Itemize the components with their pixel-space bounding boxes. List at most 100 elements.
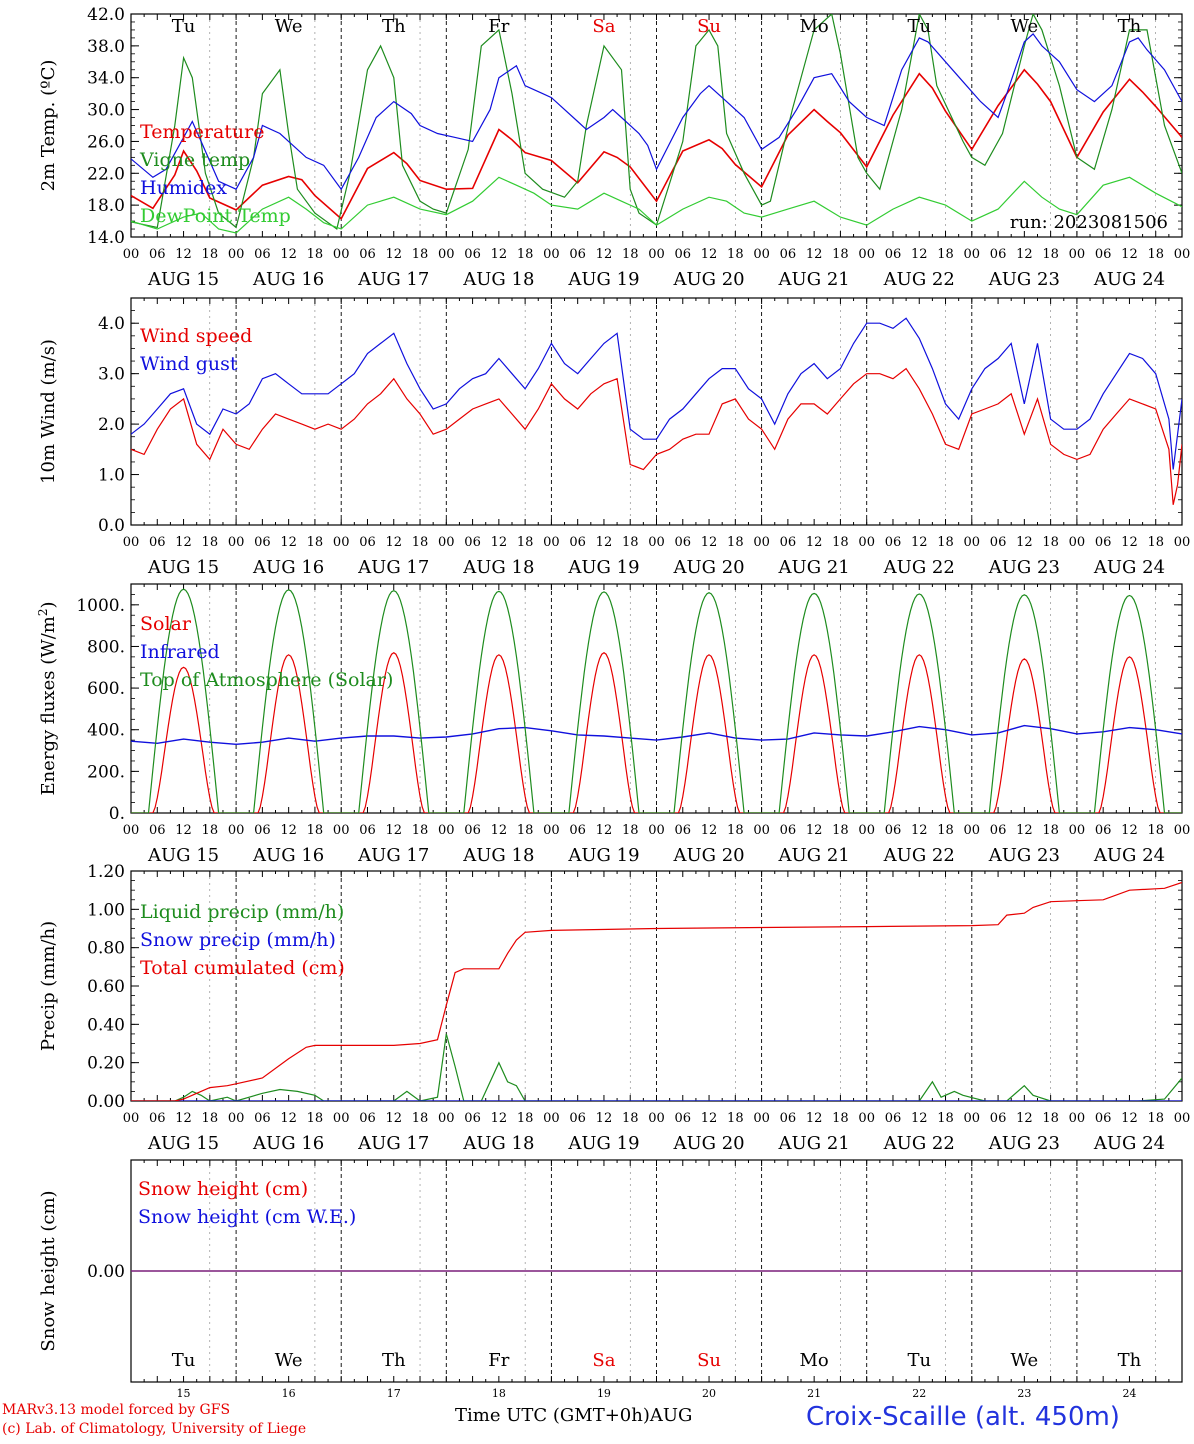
hour-tick-label: 06 bbox=[780, 823, 797, 838]
legend-entry: Wind gust bbox=[140, 353, 238, 375]
hour-tick-label: 06 bbox=[990, 1111, 1007, 1126]
hour-tick-label: 18 bbox=[307, 1111, 324, 1126]
date-label: AUG 18 bbox=[462, 269, 534, 290]
hour-tick-label: 12 bbox=[806, 823, 823, 838]
lab-credit: (c) Lab. of Climatology, University of L… bbox=[2, 1421, 307, 1437]
date-label: AUG 22 bbox=[883, 557, 955, 578]
hour-tick-label: 06 bbox=[464, 1111, 481, 1126]
hour-tick-label: 06 bbox=[569, 247, 586, 262]
hour-tick-label: 18 bbox=[1147, 823, 1164, 838]
date-label: AUG 20 bbox=[672, 845, 744, 866]
legend-entry: Wind speed bbox=[140, 325, 252, 347]
hour-tick-label: 12 bbox=[1016, 1111, 1033, 1126]
hour-tick-label: 18 bbox=[937, 1111, 954, 1126]
hour-tick-label: 06 bbox=[885, 1111, 902, 1126]
hour-tick-label: 00 bbox=[648, 1111, 665, 1126]
series-dewpoint-temp bbox=[131, 176, 1182, 234]
hour-tick-label: 06 bbox=[675, 1111, 692, 1126]
date-label: AUG 16 bbox=[252, 269, 324, 290]
hour-tick-label: 06 bbox=[464, 247, 481, 262]
hour-tick-label: 00 bbox=[648, 823, 665, 838]
weekday-label: Su bbox=[697, 1350, 721, 1371]
date-label: AUG 17 bbox=[357, 557, 429, 578]
y-tick-label: 0.40 bbox=[87, 1015, 125, 1035]
hour-tick-label: 00 bbox=[1174, 535, 1191, 550]
y-tick-label: 0.20 bbox=[87, 1054, 125, 1074]
hour-tick-label: 12 bbox=[1121, 247, 1138, 262]
y-axis-label-close: ) bbox=[38, 601, 59, 608]
y-axis-label: 10m Wind (m/s) bbox=[38, 339, 59, 484]
hour-tick-label: 18 bbox=[832, 1111, 849, 1126]
hour-tick-label: 18 bbox=[307, 247, 324, 262]
hour-tick-label: 00 bbox=[858, 1111, 875, 1126]
hour-tick-label: 12 bbox=[1121, 1111, 1138, 1126]
hour-tick-label: 18 bbox=[412, 247, 429, 262]
hour-tick-label: 00 bbox=[1069, 535, 1086, 550]
hour-tick-label: 12 bbox=[175, 535, 192, 550]
weekday-label: Th bbox=[1118, 1350, 1142, 1371]
hour-tick-label: 18 bbox=[202, 247, 219, 262]
series-wind-gust bbox=[131, 317, 1182, 470]
y-axis-label: Energy fluxes (W/m2) bbox=[36, 601, 59, 795]
date-label: AUG 19 bbox=[567, 845, 639, 866]
date-label: AUG 21 bbox=[778, 269, 850, 290]
hour-tick-label: 00 bbox=[228, 823, 245, 838]
date-label: AUG 21 bbox=[778, 557, 850, 578]
hour-tick-label: 12 bbox=[1016, 535, 1033, 550]
hour-tick-label: 06 bbox=[1095, 247, 1112, 262]
hour-tick-label: 12 bbox=[491, 1111, 508, 1126]
hour-tick-label: 18 bbox=[307, 823, 324, 838]
hour-tick-label: 06 bbox=[1095, 1111, 1112, 1126]
hour-tick-label: 18 bbox=[517, 247, 534, 262]
series-infrared bbox=[131, 724, 1182, 746]
hour-tick-label: 06 bbox=[780, 535, 797, 550]
date-label: AUG 16 bbox=[252, 845, 324, 866]
day-number-label: 16 bbox=[282, 1387, 296, 1400]
legend-entry: DewPoint Temp bbox=[140, 205, 291, 227]
hour-tick-label: 18 bbox=[202, 535, 219, 550]
hour-tick-label: 18 bbox=[1147, 247, 1164, 262]
y-tick-label: 30.0 bbox=[87, 101, 125, 121]
hour-tick-label: 18 bbox=[937, 247, 954, 262]
hour-tick-label: 12 bbox=[806, 247, 823, 262]
date-label: AUG 22 bbox=[883, 845, 955, 866]
hour-tick-label: 00 bbox=[123, 247, 140, 262]
hour-tick-label: 18 bbox=[937, 823, 954, 838]
hour-tick-label: 18 bbox=[412, 823, 429, 838]
hour-tick-label: 18 bbox=[622, 535, 639, 550]
y-tick-label: 34.0 bbox=[87, 69, 125, 89]
y-tick-label: 800. bbox=[87, 637, 125, 657]
date-label: AUG 15 bbox=[147, 1133, 219, 1154]
hour-tick-label: 12 bbox=[1016, 823, 1033, 838]
hour-tick-label: 12 bbox=[701, 535, 718, 550]
hour-tick-label: 12 bbox=[911, 1111, 928, 1126]
date-label: AUG 15 bbox=[147, 269, 219, 290]
date-label: AUG 21 bbox=[778, 1133, 850, 1154]
y-tick-label: 600. bbox=[87, 679, 125, 699]
hour-tick-label: 12 bbox=[280, 1111, 297, 1126]
y-tick-label: 1.20 bbox=[87, 862, 125, 882]
hour-tick-label: 06 bbox=[569, 823, 586, 838]
hour-tick-label: 06 bbox=[990, 247, 1007, 262]
day-number-label: 23 bbox=[1017, 1387, 1031, 1400]
weekday-label: Tu bbox=[172, 16, 196, 37]
hour-tick-label: 18 bbox=[727, 823, 744, 838]
date-label: AUG 23 bbox=[988, 1133, 1060, 1154]
day-number-label: 22 bbox=[912, 1387, 926, 1400]
hour-tick-label: 00 bbox=[753, 535, 770, 550]
hour-tick-label: 00 bbox=[543, 247, 560, 262]
day-number-label: 17 bbox=[387, 1387, 401, 1400]
hour-tick-label: 12 bbox=[175, 247, 192, 262]
y-tick-label: 200. bbox=[87, 762, 125, 782]
hour-tick-label: 06 bbox=[990, 823, 1007, 838]
y-tick-label: 1.0 bbox=[98, 466, 125, 486]
date-label: AUG 15 bbox=[147, 557, 219, 578]
date-label: AUG 24 bbox=[1093, 269, 1165, 290]
date-label: AUG 23 bbox=[988, 269, 1060, 290]
weekday-label: Mo bbox=[800, 1350, 829, 1371]
y-tick-label: 0.80 bbox=[87, 939, 125, 959]
hour-tick-label: 00 bbox=[753, 247, 770, 262]
y-tick-label: 1000. bbox=[76, 596, 125, 616]
hour-tick-label: 18 bbox=[937, 535, 954, 550]
hour-tick-label: 12 bbox=[491, 823, 508, 838]
